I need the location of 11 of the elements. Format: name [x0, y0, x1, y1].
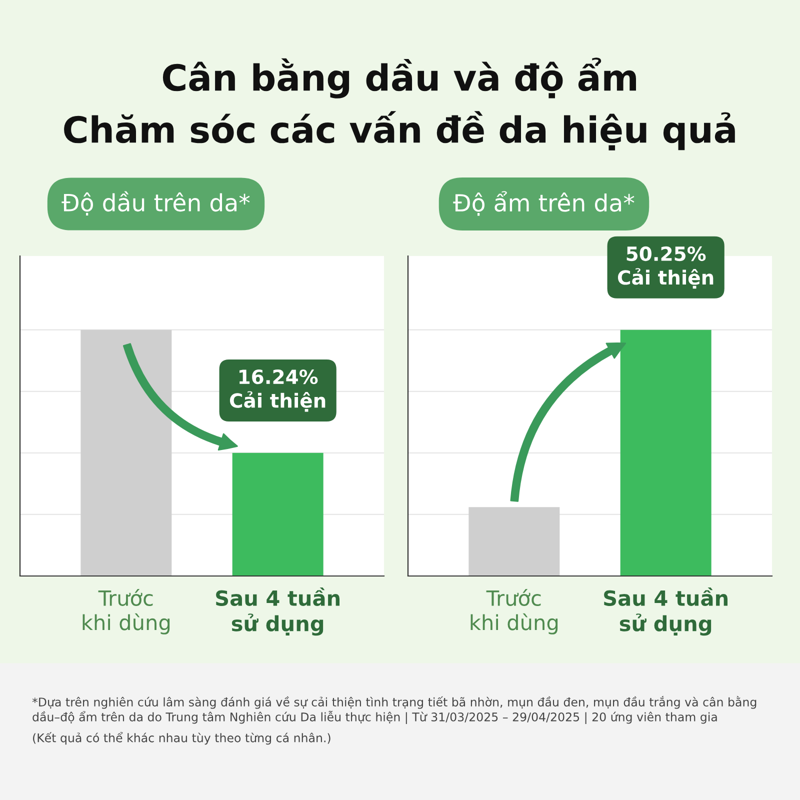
x-tick-label: Trước khi dùng — [82, 589, 170, 634]
x-tick-label: Sau 4 tuần sử dụng — [604, 587, 728, 636]
chart-title: Độ dầu trên da* — [62, 191, 250, 216]
text: (Kết quả có thể khác nhau tùy theo từng cá nhân.) — [33, 732, 330, 745]
chart-title: Độ ẩm trên da* — [453, 191, 634, 216]
x-tick-label: Trước khi dùng — [470, 589, 558, 634]
text: *Dựa trên nghiên cứu lâm sàng đánh giá về sự cải thiện tình trạng tiết bã nhờn, mụn đầu đen, mụn đầu trắng và cân bằng dầu–độ ẩm trên da do Trung tâm Nghiên cứu Da liễu thực hiện | Từ 31/03/2025 – 29/04/2025 | 20 ứng viên tham gia — [32, 696, 756, 724]
x-tick-label: Sau 4 tuần sử dụng — [216, 587, 340, 636]
text: 50.25% Cải thiện — [618, 246, 714, 289]
text: Cân bằng dầu và độ ẩm Chăm sóc các vấn đề da hiệu quả — [64, 58, 735, 150]
annotation: 16.24% Cải thiện — [230, 369, 326, 412]
